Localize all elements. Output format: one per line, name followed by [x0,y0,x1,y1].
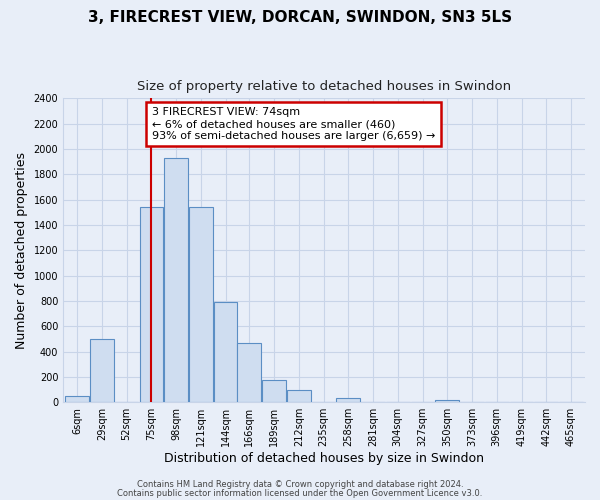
Bar [337,398,360,402]
Y-axis label: Number of detached properties: Number of detached properties [15,152,28,349]
Bar [90,339,114,402]
Bar [65,396,89,402]
Text: 3, FIRECREST VIEW, DORCAN, SWINDON, SN3 5LS: 3, FIRECREST VIEW, DORCAN, SWINDON, SN3 … [88,10,512,25]
Bar [238,342,261,402]
Bar [287,390,311,402]
Text: Contains HM Land Registry data © Crown copyright and database right 2024.: Contains HM Land Registry data © Crown c… [137,480,463,489]
Bar [189,207,213,402]
Text: Contains public sector information licensed under the Open Government Licence v3: Contains public sector information licen… [118,488,482,498]
Text: 3 FIRECREST VIEW: 74sqm
← 6% of detached houses are smaller (460)
93% of semi-de: 3 FIRECREST VIEW: 74sqm ← 6% of detached… [152,108,435,140]
Bar [436,400,459,402]
Bar [164,158,188,402]
Bar [140,207,163,402]
Title: Size of property relative to detached houses in Swindon: Size of property relative to detached ho… [137,80,511,93]
Bar [262,380,286,402]
X-axis label: Distribution of detached houses by size in Swindon: Distribution of detached houses by size … [164,452,484,465]
Bar [214,302,238,402]
